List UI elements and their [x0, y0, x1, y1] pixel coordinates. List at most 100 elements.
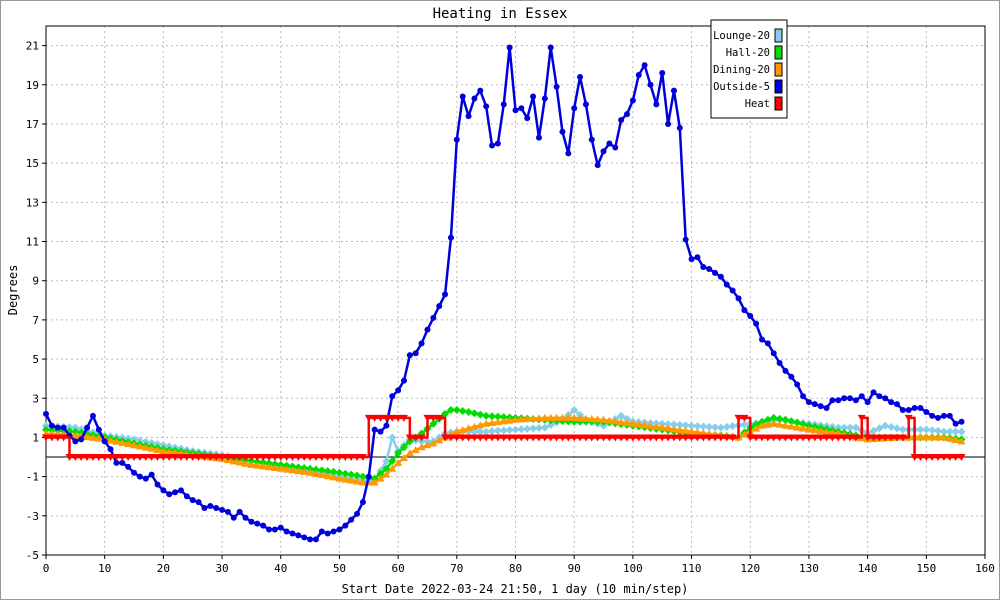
data-point-lounge-20: [499, 426, 508, 435]
y-tick-label: -1: [26, 471, 39, 484]
data-point-dining-20: [634, 420, 643, 428]
data-point-outside-5: [535, 134, 542, 141]
data-point-heat: [646, 434, 655, 442]
data-point-heat: [617, 434, 626, 442]
data-point-heat: [505, 434, 514, 442]
data-point-dining-20: [828, 428, 837, 436]
x-tick-label: 110: [682, 562, 702, 575]
data-point-outside-5: [113, 459, 120, 466]
data-point-dining-20: [429, 439, 438, 447]
data-point-hall-20: [394, 449, 403, 458]
data-point-outside-5: [142, 475, 149, 482]
data-point-outside-5: [95, 426, 102, 433]
data-point-heat: [816, 434, 825, 442]
data-point-outside-5: [477, 87, 484, 94]
data-point-dining-20: [253, 461, 262, 469]
data-point-outside-5: [888, 399, 895, 406]
data-point-heat: [529, 434, 538, 442]
data-point-outside-5: [618, 117, 625, 124]
data-point-outside-5: [635, 71, 642, 78]
data-point-dining-20: [505, 416, 514, 424]
data-point-outside-5: [758, 336, 765, 343]
data-point-heat: [652, 434, 661, 442]
data-point-dining-20: [270, 464, 279, 472]
data-point-outside-5: [541, 95, 548, 102]
data-point-outside-5: [136, 473, 143, 480]
data-point-dining-20: [417, 443, 426, 451]
data-point-dining-20: [699, 429, 708, 437]
data-point-lounge-20: [705, 422, 714, 431]
data-point-outside-5: [823, 405, 830, 412]
data-point-outside-5: [172, 489, 179, 496]
data-point-heat: [846, 434, 855, 442]
data-point-dining-20: [493, 418, 502, 426]
data-point-outside-5: [119, 459, 126, 466]
data-point-heat: [957, 454, 966, 462]
data-point-outside-5: [653, 101, 660, 108]
legend-swatch: [774, 28, 783, 43]
data-point-lounge-20: [540, 423, 549, 432]
data-point-outside-5: [935, 414, 942, 421]
data-point-outside-5: [295, 532, 302, 539]
data-point-heat: [276, 454, 285, 462]
data-point-heat: [840, 434, 849, 442]
data-point-heat: [822, 434, 831, 442]
y-tick-label: 9: [32, 275, 39, 288]
data-point-dining-20: [517, 415, 526, 423]
data-point-outside-5: [864, 399, 871, 406]
data-point-heat: [229, 454, 238, 462]
data-point-dining-20: [306, 468, 315, 476]
data-point-heat: [124, 454, 133, 462]
data-point-outside-5: [600, 148, 607, 155]
data-point-heat: [218, 454, 227, 462]
data-point-lounge-20: [957, 427, 966, 436]
data-point-hall-20: [441, 409, 450, 418]
data-point-outside-5: [365, 473, 372, 480]
data-point-heat: [781, 434, 790, 442]
y-tick-label: 1: [32, 431, 39, 444]
y-tick-label: 21: [26, 40, 39, 53]
data-point-outside-5: [78, 436, 85, 443]
data-point-outside-5: [747, 312, 754, 319]
data-point-dining-20: [664, 424, 673, 432]
data-point-outside-5: [805, 399, 812, 406]
data-point-heat: [787, 434, 796, 442]
data-point-heat: [488, 434, 497, 442]
data-point-heat: [587, 434, 596, 442]
data-point-heat: [664, 434, 673, 442]
data-point-dining-20: [799, 424, 808, 432]
data-point-dining-20: [757, 421, 766, 429]
data-point-dining-20: [394, 458, 403, 466]
data-point-outside-5: [817, 403, 824, 410]
data-point-hall-20: [769, 413, 778, 422]
data-point-lounge-20: [617, 411, 626, 420]
data-point-outside-5: [882, 395, 889, 402]
data-point-lounge-20: [505, 425, 514, 434]
data-point-heat: [851, 434, 860, 442]
data-point-lounge-20: [939, 427, 948, 436]
data-point-hall-20: [793, 418, 802, 427]
data-point-dining-20: [529, 414, 538, 422]
data-point-lounge-20: [728, 422, 737, 431]
data-point-outside-5: [54, 424, 61, 431]
data-point-dining-20: [564, 413, 573, 421]
data-point-dining-20: [587, 415, 596, 423]
data-point-dining-20: [546, 413, 555, 421]
data-point-heat: [628, 434, 637, 442]
data-point-dining-20: [593, 415, 602, 423]
data-point-heat: [910, 454, 919, 462]
data-point-dining-20: [511, 415, 520, 423]
data-point-dining-20: [611, 417, 620, 425]
data-point-hall-20: [775, 414, 784, 423]
data-point-lounge-20: [675, 420, 684, 429]
data-point-dining-20: [112, 437, 121, 445]
data-point-outside-5: [940, 412, 947, 419]
data-point-heat: [241, 454, 250, 462]
data-point-heat: [716, 434, 725, 442]
x-tick-label: 30: [215, 562, 228, 575]
data-point-lounge-20: [740, 420, 749, 429]
data-point-dining-20: [646, 422, 655, 430]
data-point-heat: [376, 414, 385, 422]
data-point-outside-5: [811, 401, 818, 408]
